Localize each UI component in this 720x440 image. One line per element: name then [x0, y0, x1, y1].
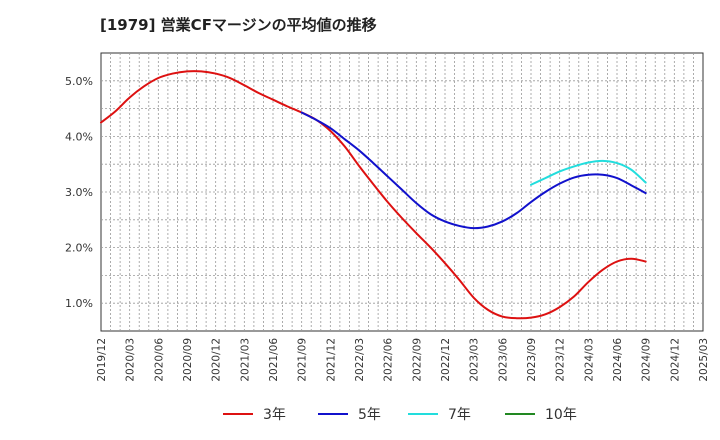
x-tick-label: 2022/09	[411, 338, 423, 382]
x-tick-label: 2021/06	[268, 338, 280, 382]
series-line-5年	[300, 111, 647, 230]
x-tick-label: 2020/06	[153, 338, 165, 382]
x-tick-label: 2022/06	[383, 338, 395, 382]
x-tick-label: 2020/09	[182, 338, 194, 382]
x-tick-label: 2023/06	[497, 338, 509, 382]
x-tick-label: 2023/12	[555, 338, 567, 382]
x-tick-label: 2024/06	[612, 338, 624, 382]
axes: 1.0% 2.0% 3.0% 4.0% 5.0% 2019/12 2020/03 2020/0…	[65, 75, 710, 382]
series-layer	[100, 70, 647, 320]
grid-lines	[101, 53, 703, 331]
x-tick-label: 2024/09	[641, 338, 653, 382]
series-line-3年	[100, 70, 647, 320]
x-tick-label: 2021/09	[297, 338, 309, 382]
legend-label: 3年	[263, 407, 286, 423]
x-tick-label: 2022/03	[354, 338, 366, 382]
y-tick-label: 5.0%	[65, 75, 93, 88]
x-tick-label: 2022/12	[440, 338, 452, 382]
x-tick-label: 2024/12	[669, 338, 681, 382]
x-tick-label: 2025/03	[698, 338, 710, 382]
x-tick-label: 2024/03	[583, 338, 595, 382]
x-tick-label: 2021/12	[325, 338, 337, 382]
x-tick-label: 2020/03	[125, 338, 137, 382]
x-tick-label: 2020/12	[211, 338, 223, 382]
legend: 3年 5年 7年 10年	[223, 407, 577, 423]
legend-label: 5年	[358, 407, 381, 423]
y-tick-label: 4.0%	[65, 130, 93, 143]
x-tick-label: 2023/09	[526, 338, 538, 382]
legend-label: 10年	[545, 407, 577, 423]
x-tick-label: 2023/03	[469, 338, 481, 382]
y-tick-label: 2.0%	[65, 242, 93, 255]
series-line-7年	[530, 159, 647, 186]
x-tick-label: 2021/03	[239, 338, 251, 382]
y-tick-label: 1.0%	[65, 297, 93, 310]
y-tick-label: 3.0%	[65, 186, 93, 199]
chart-title: [1979] 営業CFマージンの平均値の推移	[100, 16, 377, 34]
x-tick-label: 2019/12	[96, 338, 108, 382]
legend-label: 7年	[448, 407, 471, 423]
